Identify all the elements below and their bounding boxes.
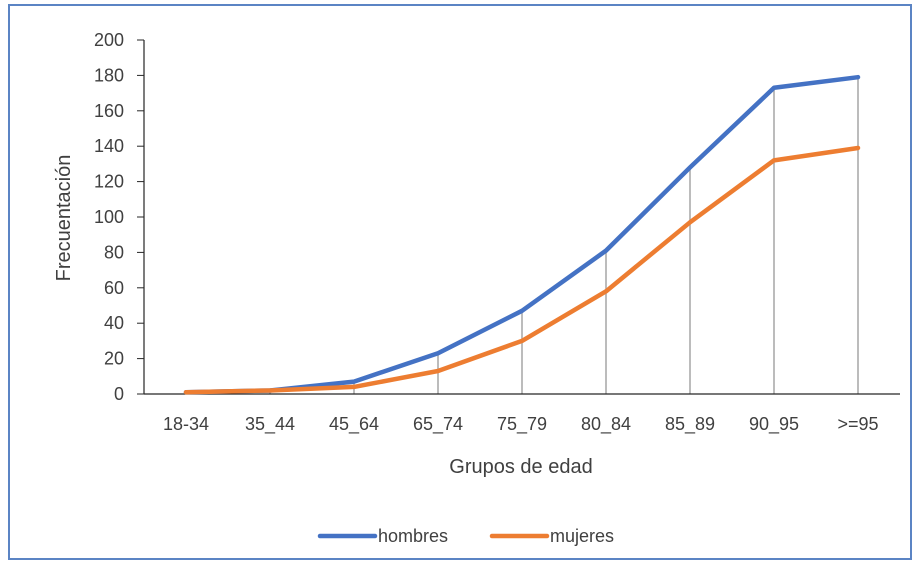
y-tick-label: 80 — [104, 242, 124, 262]
series-line-mujeres — [183, 145, 861, 395]
y-tick-label: 140 — [94, 136, 124, 156]
legend-label-hombres: hombres — [378, 526, 448, 546]
x-tick-label: 65_74 — [413, 414, 463, 435]
x-tick-label: 80_84 — [581, 414, 631, 435]
y-tick-label: 20 — [104, 349, 124, 369]
x-tick-label: 90_95 — [749, 414, 799, 435]
x-tick-label: 35_44 — [245, 414, 295, 435]
y-tick-label: 160 — [94, 101, 124, 121]
y-tick-label: 200 — [94, 30, 124, 50]
legend-label-mujeres: mujeres — [550, 526, 614, 546]
chart-frame — [8, 4, 912, 560]
x-tick-label: 45_64 — [329, 414, 379, 435]
y-tick-label: 120 — [94, 172, 124, 192]
x-axis-title: Grupos de edad — [449, 456, 592, 478]
x-tick-label: 18-34 — [163, 414, 209, 434]
y-tick-label: 40 — [104, 313, 124, 333]
y-tick-label: 100 — [94, 207, 124, 227]
y-tick-label: 0 — [114, 384, 124, 404]
x-tick-label: 85_89 — [665, 414, 715, 435]
y-axis-title: Frecuentación — [53, 155, 75, 282]
y-tick-label: 180 — [94, 65, 124, 85]
x-tick-label: >=95 — [837, 414, 878, 434]
x-tick-label: 75_79 — [497, 414, 547, 435]
y-tick-label: 60 — [104, 278, 124, 298]
